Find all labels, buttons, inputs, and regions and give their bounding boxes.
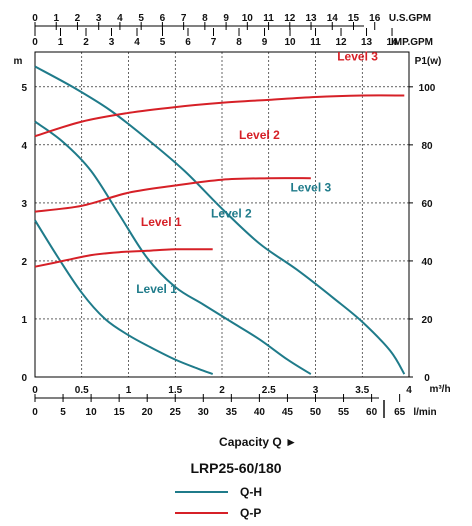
usgpm-tick-label: 2 xyxy=(75,13,81,24)
qp-curve-level-3 xyxy=(34,94,405,138)
qp-curve-level-1 xyxy=(34,248,213,268)
left-axis-label: m xyxy=(14,56,23,67)
m3h-tick-label: 2.5 xyxy=(262,385,276,396)
right-tick-label: 60 xyxy=(421,199,433,210)
impgpm-tick-label: 13 xyxy=(361,37,373,48)
qh-label-level-3: Level 3 xyxy=(290,180,331,194)
usgpm-tick-label: 10 xyxy=(242,13,254,24)
qh-curve-level-3 xyxy=(34,65,406,375)
impgpm-tick-label: 3 xyxy=(109,37,115,48)
qp-label-level-1: Level 1 xyxy=(141,215,182,229)
usgpm-tick-label: 4 xyxy=(117,13,123,24)
m3h-tick-label: 1 xyxy=(126,385,132,396)
impgpm-tick-label: 10 xyxy=(284,37,296,48)
usgpm-tick-label: 0 xyxy=(32,13,38,24)
usgpm-tick-label: 8 xyxy=(202,13,208,24)
left-tick-label: 5 xyxy=(21,83,27,94)
qh-label-level-1: Level 1 xyxy=(136,282,177,296)
lmin-unit-label: l/min xyxy=(413,407,436,418)
qh-label-level-2: Level 2 xyxy=(211,206,252,220)
usgpm-tick-label: 7 xyxy=(181,13,187,24)
lmin-tick-label: 60 xyxy=(366,407,378,418)
impgpm-tick-label: 1 xyxy=(58,37,64,48)
usgpm-tick-label: 3 xyxy=(96,13,102,24)
m3h-tick-label: 4 xyxy=(406,385,412,396)
m3h-tick-label: 3.5 xyxy=(355,385,369,396)
legend-qh-label: Q-H xyxy=(240,485,262,499)
usgpm-tick-label: 1 xyxy=(53,13,59,24)
series xyxy=(34,65,406,376)
left-tick-label: 2 xyxy=(21,257,27,268)
left-tick-label: 4 xyxy=(21,141,27,152)
impgpm-tick-label: 12 xyxy=(335,37,347,48)
lmin-tick-label: 30 xyxy=(198,407,210,418)
lmin-tick-label: 20 xyxy=(142,407,154,418)
lmin-tick-label: 55 xyxy=(338,407,350,418)
right-tick-label: 0 xyxy=(424,373,430,384)
impgpm-tick-label: 5 xyxy=(160,37,166,48)
usgpm-tick-label: 16 xyxy=(369,13,381,24)
left-tick-label: 0 xyxy=(21,373,27,384)
impgpm-tick-label: 11 xyxy=(310,37,321,48)
usgpm-unit-label: U.S.GPM xyxy=(389,13,431,24)
m3h-tick-label: 2 xyxy=(219,385,225,396)
usgpm-tick-label: 13 xyxy=(305,13,317,24)
lmin-tick-label: 0 xyxy=(32,407,38,418)
curve-labels: Level 1 Level 2 Level 3 Level 1 Level 2 Level… xyxy=(136,50,378,296)
lmin-tick-label: 10 xyxy=(86,407,98,418)
lmin-tick-label: 35 xyxy=(226,407,238,418)
usgpm-tick-label: 9 xyxy=(223,13,229,24)
lmin-tick-label: 45 xyxy=(282,407,294,418)
right-axis-label: P1(w) xyxy=(415,56,442,67)
lmin-tick-label: 50 xyxy=(310,407,322,418)
qh-curve-level-2 xyxy=(34,120,312,375)
usgpm-tick-label: 5 xyxy=(138,13,144,24)
usgpm-tick-label: 12 xyxy=(284,13,296,24)
impgpm-unit-label: IMP.GPM xyxy=(391,37,433,48)
chart-title: LRP25-60/180 xyxy=(190,460,281,476)
right-tick-label: 20 xyxy=(421,315,433,326)
impgpm-tick-label: 4 xyxy=(134,37,140,48)
impgpm-tick-label: 2 xyxy=(83,37,89,48)
m3h-tick-label: 0 xyxy=(32,385,38,396)
m3h-unit-label: m³/h xyxy=(429,384,450,395)
left-tick-label: 3 xyxy=(21,199,27,210)
capacity-label: Capacity Q ► xyxy=(219,435,297,449)
impgpm-tick-label: 14 xyxy=(386,37,398,48)
grid xyxy=(34,51,410,378)
impgpm-tick-label: 0 xyxy=(32,37,38,48)
usgpm-tick-label: 14 xyxy=(327,13,339,24)
usgpm-tick-label: 11 xyxy=(263,13,274,24)
lmin-tick-label: 15 xyxy=(114,407,126,418)
m3h-tick-label: 3 xyxy=(313,385,319,396)
legend-qp-label: Q-P xyxy=(240,506,261,520)
qp-label-level-2: Level 2 xyxy=(239,128,280,142)
m3h-tick-label: 0.5 xyxy=(75,385,89,396)
impgpm-tick-label: 6 xyxy=(185,37,191,48)
right-tick-label: 80 xyxy=(421,141,433,152)
impgpm-tick-label: 9 xyxy=(262,37,268,48)
m3h-tick-label: 1.5 xyxy=(168,385,182,396)
lmin-tick-label: 5 xyxy=(60,407,66,418)
usgpm-tick-label: 15 xyxy=(348,13,360,24)
usgpm-tick-label: 6 xyxy=(160,13,166,24)
impgpm-tick-label: 8 xyxy=(236,37,242,48)
qh-curve-level-1 xyxy=(34,219,214,376)
lmin-tick-label: 25 xyxy=(170,407,182,418)
right-tick-label: 100 xyxy=(419,83,436,94)
left-tick-label: 1 xyxy=(21,315,27,326)
qp-curve-level-2 xyxy=(34,177,311,213)
right-tick-label: 40 xyxy=(421,257,433,268)
lmin-tick-label: 65 xyxy=(394,407,406,418)
legend: Q-H Q-P xyxy=(175,485,262,520)
qp-label-level-3: Level 3 xyxy=(337,50,378,64)
lmin-tick-label: 40 xyxy=(254,407,266,418)
impgpm-tick-label: 7 xyxy=(211,37,217,48)
